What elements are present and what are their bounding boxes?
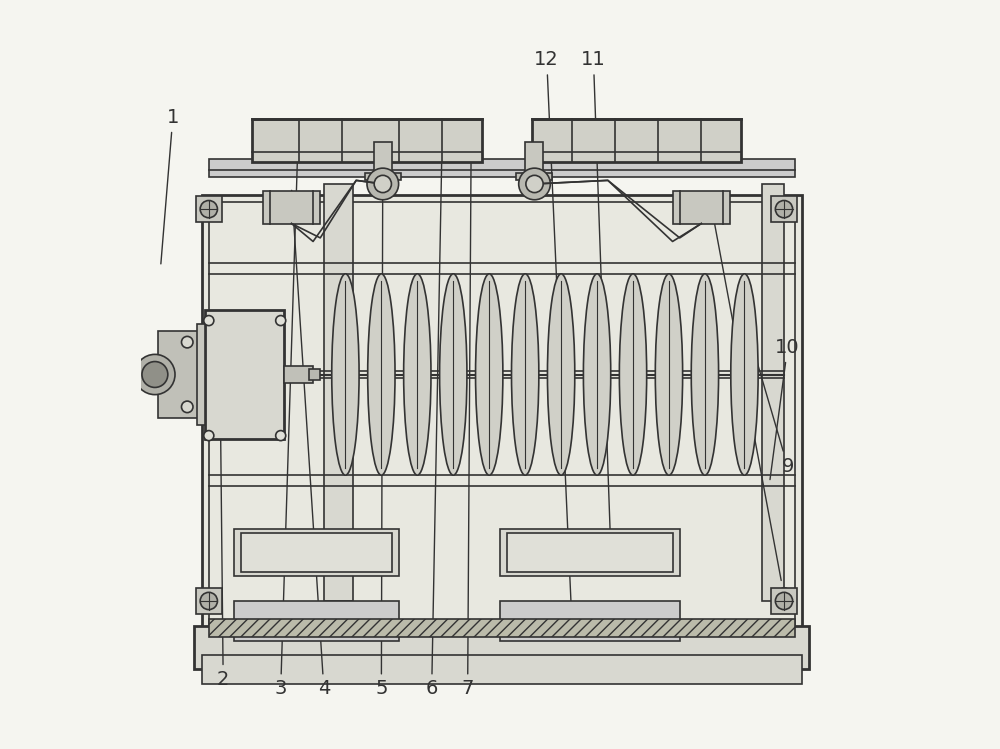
Circle shape — [142, 362, 168, 387]
Ellipse shape — [655, 274, 683, 475]
FancyBboxPatch shape — [241, 533, 392, 572]
FancyBboxPatch shape — [209, 619, 795, 637]
Circle shape — [135, 354, 175, 395]
Text: 12: 12 — [534, 50, 572, 619]
Text: 11: 11 — [581, 50, 611, 565]
FancyBboxPatch shape — [234, 601, 399, 640]
Text: 8: 8 — [709, 194, 790, 605]
FancyBboxPatch shape — [196, 588, 222, 614]
Text: 9: 9 — [749, 334, 794, 476]
Circle shape — [276, 431, 286, 440]
FancyBboxPatch shape — [365, 173, 401, 181]
Circle shape — [200, 592, 217, 610]
Circle shape — [519, 168, 550, 200]
FancyBboxPatch shape — [500, 529, 680, 576]
Circle shape — [181, 401, 193, 413]
Circle shape — [204, 431, 214, 440]
FancyBboxPatch shape — [525, 142, 543, 177]
Text: 4: 4 — [292, 190, 330, 699]
Circle shape — [181, 336, 193, 348]
Ellipse shape — [404, 274, 431, 475]
Text: 7: 7 — [461, 133, 474, 699]
FancyBboxPatch shape — [374, 142, 392, 177]
FancyBboxPatch shape — [507, 533, 673, 572]
Circle shape — [775, 592, 793, 610]
FancyBboxPatch shape — [194, 626, 809, 670]
FancyBboxPatch shape — [197, 324, 205, 425]
Circle shape — [775, 201, 793, 218]
Ellipse shape — [476, 274, 503, 475]
FancyBboxPatch shape — [516, 173, 552, 181]
FancyBboxPatch shape — [209, 159, 795, 177]
Ellipse shape — [691, 274, 719, 475]
FancyBboxPatch shape — [202, 655, 802, 684]
Circle shape — [204, 315, 214, 326]
FancyBboxPatch shape — [202, 195, 802, 648]
Ellipse shape — [583, 274, 611, 475]
FancyBboxPatch shape — [771, 196, 797, 222]
FancyBboxPatch shape — [158, 331, 198, 418]
Ellipse shape — [512, 274, 539, 475]
FancyBboxPatch shape — [309, 369, 320, 380]
FancyBboxPatch shape — [234, 529, 399, 576]
Text: 10: 10 — [770, 338, 800, 479]
Ellipse shape — [547, 274, 575, 475]
Circle shape — [374, 175, 391, 192]
FancyBboxPatch shape — [205, 310, 284, 439]
FancyBboxPatch shape — [673, 191, 730, 223]
FancyBboxPatch shape — [196, 196, 222, 222]
Text: 6: 6 — [426, 122, 442, 699]
FancyBboxPatch shape — [500, 601, 680, 640]
FancyBboxPatch shape — [324, 184, 353, 601]
Ellipse shape — [731, 274, 758, 475]
Text: 2: 2 — [217, 334, 229, 689]
Polygon shape — [252, 119, 482, 163]
Text: 5: 5 — [375, 154, 388, 699]
Text: 3: 3 — [275, 122, 299, 699]
FancyBboxPatch shape — [762, 184, 784, 601]
Circle shape — [367, 168, 399, 200]
Ellipse shape — [332, 274, 359, 475]
Ellipse shape — [440, 274, 467, 475]
FancyBboxPatch shape — [263, 191, 320, 223]
Ellipse shape — [619, 274, 647, 475]
FancyBboxPatch shape — [284, 366, 313, 383]
Ellipse shape — [368, 274, 395, 475]
Text: 1: 1 — [161, 108, 179, 264]
Polygon shape — [532, 119, 741, 163]
Circle shape — [200, 201, 217, 218]
Circle shape — [276, 315, 286, 326]
Circle shape — [526, 175, 543, 192]
FancyBboxPatch shape — [771, 588, 797, 614]
